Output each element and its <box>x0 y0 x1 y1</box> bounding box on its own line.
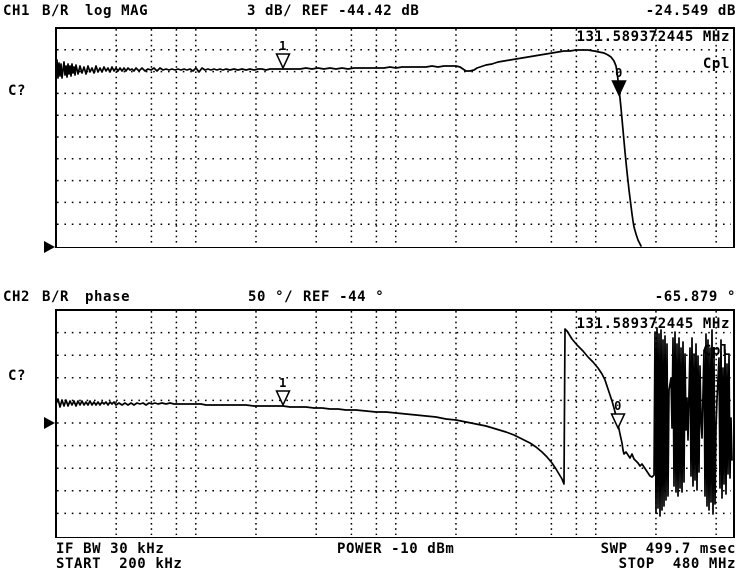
ch2-channel-label: CH2 <box>3 289 31 305</box>
ch2-measure-label: B/R <box>42 289 70 305</box>
ch2-reference-position-marker <box>44 417 55 429</box>
ch1-reference-position-marker <box>44 241 55 253</box>
ch1-scale-label: 3 dB/ <box>247 3 293 19</box>
sweep-time-label: SWP 499.7 msec <box>600 541 736 557</box>
ch1-cal-status: C? <box>8 83 27 99</box>
ch1-format-label: log MAG <box>85 3 149 19</box>
ch1-marker-value: -24.549 dB <box>645 3 736 19</box>
if-bandwidth-label: IF BW 30 kHz <box>56 541 165 557</box>
ch2-ref-label: REF -44 ° <box>303 289 385 305</box>
ch2-scale-label: 50 °/ <box>248 289 294 305</box>
stop-frequency-label: STOP 480 MHz <box>618 556 736 572</box>
ch2-marker-0-label: 0 <box>614 399 622 413</box>
ch2-cal-status: C? <box>8 368 27 384</box>
ch1-marker-0-label: 0 <box>615 66 623 80</box>
ch2-marker-0-triangle-icon <box>610 413 626 430</box>
ch2-marker-1-triangle-icon <box>275 390 291 407</box>
ch2-format-label: phase <box>85 289 131 305</box>
ch1-ref-label: REF -44.42 dB <box>302 3 420 19</box>
power-label: POWER -10 dBm <box>337 541 455 557</box>
ch1-plot-border <box>55 27 735 248</box>
ch1-channel-label: CH1 <box>3 3 31 19</box>
ch1-trace <box>55 49 642 247</box>
ch2-marker-1-label: 1 <box>279 376 287 390</box>
ch1-marker-frequency-readout: 131.589372445 MHz <box>577 29 731 45</box>
ch1-coupling-indicator: Cpl <box>703 56 730 72</box>
ch1-marker-1-triangle-icon <box>275 53 291 70</box>
ch1-measure-label: B/R <box>42 3 70 19</box>
ch1-plot: 131.589372445 MHz Cpl 1 0 <box>55 27 735 248</box>
ch2-marker-value: -65.879 ° <box>654 289 736 305</box>
ch1-marker-1-label: 1 <box>279 39 287 53</box>
ch2-trace <box>55 327 733 517</box>
ch2-marker-frequency-readout: 131.589372445 MHz <box>577 316 731 332</box>
start-frequency-label: START 200 kHz <box>56 556 183 572</box>
ch1-marker-0-triangle-icon <box>611 80 627 97</box>
ch2-plot-border <box>55 309 735 538</box>
